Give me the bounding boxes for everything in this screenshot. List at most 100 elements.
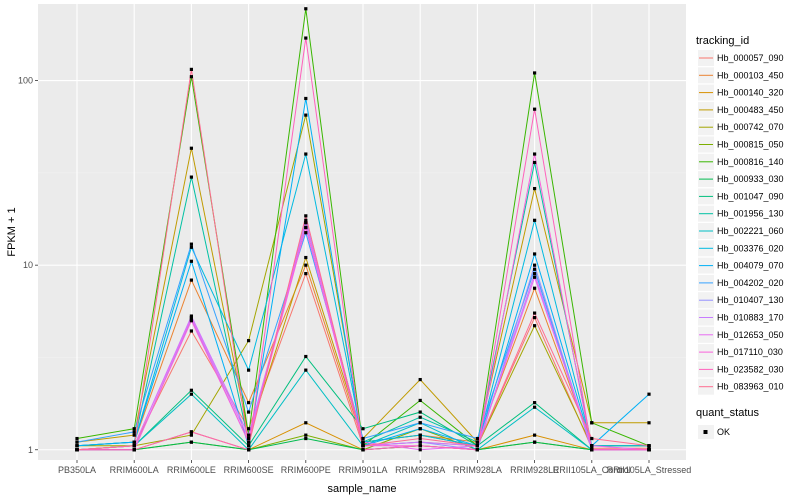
legend: tracking_id Hb_000057_090 Hb_000103_450 Hb… (696, 35, 784, 439)
data-point (247, 433, 251, 437)
data-point (304, 433, 308, 437)
x-tick-label: RRIM928BA (395, 465, 445, 475)
data-point (189, 433, 193, 437)
y-axis: 1 10 100 (18, 76, 38, 455)
data-point (418, 448, 422, 452)
legend2-point-icon (703, 430, 708, 434)
data-point (304, 214, 308, 218)
legend-label: Hb_000057_090 (717, 53, 784, 63)
data-point (75, 440, 79, 444)
x-tick-label: RRIM600SE (224, 465, 274, 475)
legend-label: Hb_012653_050 (717, 330, 784, 340)
data-point (132, 448, 136, 452)
data-point (590, 421, 594, 425)
data-point (132, 430, 136, 434)
data-point (647, 392, 651, 396)
legend2-title: quant_status (696, 407, 759, 419)
data-point (304, 368, 308, 372)
data-point (418, 436, 422, 441)
x-tick-label: RRIM600LE (167, 465, 216, 475)
legend-label: Hb_000815_050 (717, 140, 784, 150)
data-point (304, 231, 308, 235)
y-tick-label: 10 (23, 260, 33, 270)
legend-label: Hb_000103_450 (717, 70, 784, 80)
data-point (247, 444, 251, 448)
data-point (475, 436, 479, 441)
data-point (304, 263, 308, 267)
legend-label: Hb_004202_020 (717, 278, 784, 288)
data-point (418, 433, 422, 437)
data-point (533, 324, 537, 328)
legend-label: Hb_004079_070 (717, 261, 784, 271)
data-point (304, 152, 308, 156)
x-tick-label: RRII105LA_Control (553, 465, 631, 475)
data-point (189, 319, 193, 323)
data-point (361, 444, 365, 448)
legend-label: Hb_003376_020 (717, 243, 784, 253)
panel-background (38, 4, 686, 460)
data-point (304, 7, 308, 11)
data-point (533, 440, 537, 444)
data-point (189, 315, 193, 320)
data-point (361, 427, 365, 431)
legend-label: Hb_000933_030 (717, 174, 784, 184)
data-point (533, 107, 537, 111)
data-point (533, 286, 537, 290)
data-point (189, 75, 193, 79)
data-point (132, 444, 136, 448)
legend-label: Hb_001047_090 (717, 191, 784, 201)
data-point (533, 71, 537, 75)
data-point (304, 113, 308, 117)
data-point (304, 255, 308, 260)
y-axis-title: FPKM + 1 (6, 207, 18, 256)
data-point (418, 377, 422, 382)
data-point (590, 436, 594, 441)
data-point (247, 410, 251, 414)
data-point (533, 186, 537, 191)
data-point (132, 427, 136, 431)
legend-label: Hb_017110_030 (717, 347, 783, 357)
data-point (132, 433, 136, 437)
data-point (189, 329, 193, 333)
data-point (533, 405, 537, 409)
legend-label: Hb_010883_170 (717, 313, 784, 323)
data-point (418, 427, 422, 431)
data-point (590, 448, 594, 452)
data-point (418, 398, 422, 403)
data-point (361, 448, 365, 452)
x-tick-label: RRIM928LA (453, 465, 502, 475)
data-point (533, 311, 537, 315)
data-point (189, 430, 193, 434)
y-tick-label: 1 (28, 445, 33, 455)
data-point (132, 440, 136, 444)
x-tick-label: RRIM600PE (281, 465, 331, 475)
data-point (247, 436, 251, 441)
data-point (247, 440, 251, 444)
legend-label: Hb_001956_130 (717, 209, 784, 219)
legend-label: Hb_023582_030 (717, 364, 784, 374)
data-point (533, 267, 537, 271)
data-point (533, 263, 537, 267)
data-point (189, 242, 193, 246)
data-point (304, 96, 308, 101)
data-point (475, 448, 479, 452)
data-point (247, 368, 251, 372)
data-point (533, 218, 537, 222)
data-point (533, 433, 537, 437)
legend-label: Hb_010407_130 (717, 295, 784, 305)
data-point (304, 221, 308, 225)
data-point (189, 278, 193, 282)
legend-label: Hb_000742_070 (717, 122, 784, 132)
data-point (647, 448, 651, 452)
data-point (361, 440, 365, 444)
data-point (304, 218, 308, 222)
data-point (189, 392, 193, 396)
x-tick-label: RRIM600LA (110, 465, 159, 475)
data-point (418, 440, 422, 444)
x-axis: PB350LA RRIM600LA RRIM600LE RRIM600SE RRIM60… (58, 460, 691, 475)
x-tick-label: RRII105LA_Stressed (607, 465, 692, 475)
data-point (189, 146, 193, 150)
data-point (75, 448, 79, 452)
legend-title: tracking_id (696, 35, 749, 47)
